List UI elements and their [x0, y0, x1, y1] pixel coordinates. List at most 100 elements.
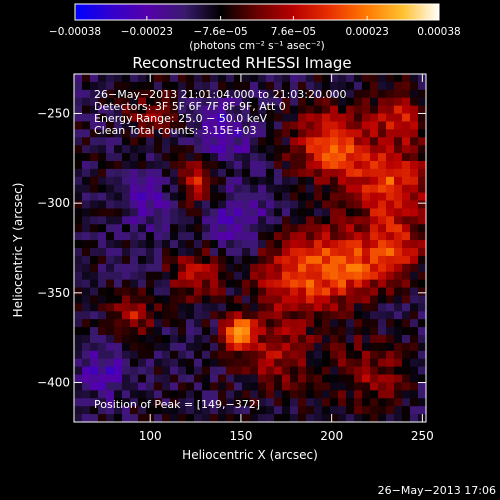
heatmap-cell: [346, 232, 355, 241]
heatmap-cell: [234, 311, 243, 320]
heatmap-cell: [98, 145, 107, 154]
heatmap-cell: [138, 97, 147, 107]
heatmap-cell: [138, 224, 147, 233]
heatmap-cell: [402, 216, 411, 225]
heatmap-cell: [266, 271, 275, 281]
heatmap-cell: [226, 216, 235, 225]
heatmap-cell: [258, 224, 267, 233]
heatmap-cell: [266, 390, 275, 399]
heatmap-cell: [370, 311, 379, 320]
heatmap-cell: [330, 121, 339, 130]
heatmap-cell: [298, 374, 307, 384]
heatmap-cell: [330, 161, 339, 170]
heatmap-cell: [298, 129, 307, 138]
heatmap-cell: [298, 398, 307, 407]
heatmap-cell: [194, 414, 203, 422]
heatmap-cell: [146, 153, 155, 162]
heatmap-cell: [154, 287, 163, 297]
heatmap-cell: [274, 74, 283, 83]
heatmap-cell: [394, 232, 403, 241]
heatmap-cell: [242, 342, 251, 352]
heatmap-cell: [290, 303, 299, 312]
heatmap-cell: [370, 271, 379, 281]
heatmap-cell: [330, 390, 339, 399]
heatmap-cell: [242, 271, 251, 281]
heatmap-cell: [218, 319, 227, 328]
heatmap-cell: [242, 382, 251, 391]
heatmap-cell: [202, 129, 211, 138]
heatmap-cell: [82, 184, 91, 194]
heatmap-cell: [290, 390, 299, 399]
heatmap-cell: [74, 263, 83, 273]
heatmap-cell: [130, 342, 139, 352]
heatmap-cell: [386, 342, 395, 352]
heatmap-cell: [242, 279, 251, 289]
heatmap-cell: [90, 319, 99, 328]
heatmap-cell: [226, 121, 235, 130]
heatmap-cell: [82, 398, 91, 407]
heatmap-cell: [186, 240, 195, 249]
heatmap-cell: [346, 311, 355, 320]
heatmap-cell: [98, 255, 107, 265]
heatmap-cell: [106, 240, 115, 249]
heatmap-cell: [194, 97, 203, 107]
heatmap-cell: [322, 145, 331, 154]
heatmap-cell: [186, 390, 195, 399]
heatmap-cell: [242, 208, 251, 217]
heatmap-cell: [106, 279, 115, 289]
heatmap-cell: [274, 374, 283, 384]
heatmap-cell: [186, 398, 195, 407]
heatmap-cell: [210, 271, 219, 281]
heatmap-cell: [138, 263, 147, 273]
heatmap-cell: [282, 414, 291, 422]
heatmap-cell: [314, 279, 323, 289]
heatmap-cell: [322, 311, 331, 320]
heatmap-cell: [258, 184, 267, 194]
heatmap-cell: [370, 145, 379, 154]
heatmap-cell: [282, 263, 291, 273]
heatmap-cell: [90, 287, 99, 297]
heatmap-cell: [210, 192, 219, 202]
heatmap-cell: [402, 232, 411, 241]
heatmap-cell: [154, 176, 163, 186]
heatmap-cell: [250, 390, 259, 399]
heatmap-cell: [282, 153, 291, 162]
heatmap-cell: [306, 271, 315, 281]
heatmap-cell: [330, 113, 339, 123]
heatmap-cell: [250, 97, 259, 107]
heatmap-cell: [90, 390, 99, 399]
heatmap-cell: [370, 342, 379, 352]
heatmap-cell: [210, 327, 219, 336]
heatmap-cell: [322, 161, 331, 170]
heatmap-cell: [226, 263, 235, 273]
heatmap-cell: [226, 358, 235, 368]
heatmap-cell: [338, 113, 347, 123]
heatmap-cell: [354, 366, 363, 376]
heatmap-cell: [114, 145, 123, 154]
heatmap-cell: [122, 255, 131, 265]
colorbar-tick-label: −7.6e−05: [194, 26, 248, 38]
heatmap-cell: [298, 248, 307, 257]
heatmap-cell: [170, 129, 179, 138]
heatmap-cell: [98, 287, 107, 297]
heatmap-cell: [170, 74, 179, 83]
heatmap-cell: [306, 303, 315, 312]
heatmap-cell: [106, 176, 115, 186]
heatmap-cell: [362, 295, 371, 304]
heatmap-cell: [298, 208, 307, 217]
heatmap-cell: [330, 414, 339, 422]
heatmap-cell: [138, 382, 147, 391]
heatmap-cell: [354, 74, 363, 83]
heatmap-cell: [298, 319, 307, 328]
heatmap-cell: [210, 366, 219, 376]
heatmap-cell: [82, 350, 91, 360]
heatmap-cell: [306, 176, 315, 186]
heatmap-cell: [402, 240, 411, 249]
heatmap-cell: [186, 335, 195, 344]
heatmap-cell: [362, 168, 371, 178]
heatmap-cell: [338, 137, 347, 146]
heatmap-cell: [130, 168, 139, 178]
chart-title: Reconstructed RHESSI Image: [132, 54, 351, 72]
heatmap-cell: [378, 121, 387, 130]
heatmap-cell: [226, 327, 235, 336]
